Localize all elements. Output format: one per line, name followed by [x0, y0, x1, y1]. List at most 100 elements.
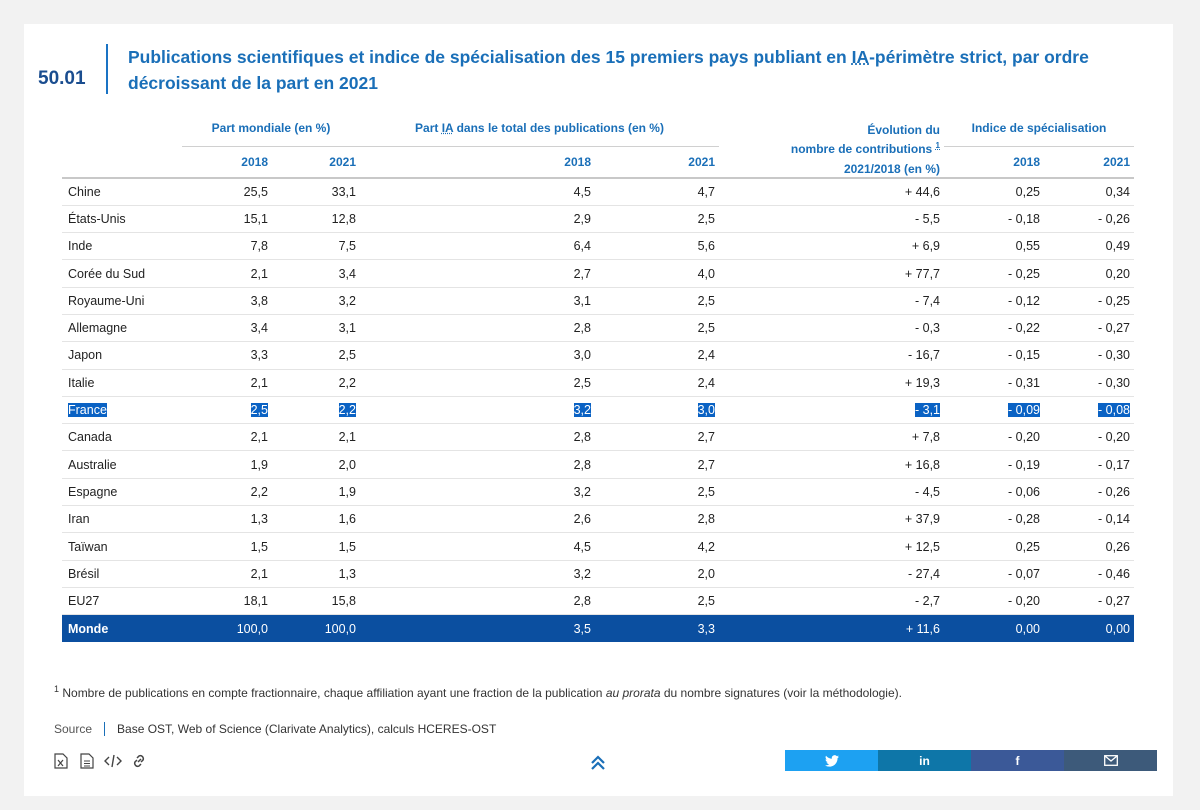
indice-2018: 0,25 [944, 532, 1044, 561]
table-row: Chine 25,5 33,1 4,5 4,7 + 44,6 0,25 0,34 [62, 178, 1134, 206]
part-ia-2021: 4,7 [595, 178, 719, 206]
header-evolution-line3: 2021/2018 (en %) [843, 162, 940, 176]
footnote: 1 Nombre de publications en compte fract… [54, 684, 902, 700]
header-year: 2018 [360, 146, 595, 179]
part-ia-2021: 2,0 [595, 560, 719, 588]
indice-2018: - 0,20 [944, 587, 1044, 616]
table-row: Iran 1,3 1,6 2,6 2,8 + 37,9- 0,28- 0,14 [62, 505, 1134, 534]
evolution-cell: - 3,1 [719, 396, 944, 425]
indice-2021: - 0,20 [1044, 423, 1134, 452]
part-ia-2021: 3,3 [595, 614, 719, 643]
figure-separator [106, 44, 108, 94]
part-mondiale-2021: 2,2 [272, 396, 360, 425]
indice-2021: - 0,25 [1044, 287, 1134, 315]
header-country [62, 146, 182, 179]
evolution-cell: + 11,6 [719, 614, 944, 643]
table-row: Allemagne 3,4 3,1 2,8 2,5- 0,3- 0,22- 0,27 [62, 314, 1134, 343]
evolution-cell: - 2,7 [719, 587, 944, 616]
part-mondiale-2021: 3,1 [272, 314, 360, 343]
scroll-top-icon[interactable] [587, 752, 609, 774]
country-cell: Italie [62, 369, 182, 397]
footnote-text-end: du nombre signatures (voir la méthodolog… [660, 686, 902, 700]
indice-2018: 0,55 [944, 232, 1044, 261]
part-ia-2018: 3,1 [360, 287, 595, 315]
part-ia-2018: 3,2 [360, 478, 595, 507]
indice-2018: - 0,28 [944, 505, 1044, 534]
part-ia-2021: 2,5 [595, 287, 719, 315]
country-cell: France [62, 396, 182, 425]
indice-2021: 0,34 [1044, 178, 1134, 206]
part-ia-2021: 4,0 [595, 259, 719, 288]
linkedin-icon[interactable]: in [878, 750, 971, 771]
part-mondiale-2018: 25,5 [182, 178, 272, 206]
document-icon[interactable] [78, 752, 96, 770]
part-mondiale-2018: 3,4 [182, 314, 272, 343]
evolution-cell: - 4,5 [719, 478, 944, 507]
excel-icon[interactable] [52, 752, 70, 770]
part-ia-2018: 4,5 [360, 178, 595, 206]
table-row-world: Monde 100,0 100,0 3,5 3,3 + 11,6 0,00 0,00 [62, 614, 1134, 643]
table-row: Royaume-Uni 3,8 3,2 3,1 2,5- 7,4- 0,12- 0,25 [62, 287, 1134, 315]
indice-2018: 0,25 [944, 178, 1044, 206]
part-mondiale-2021: 2,5 [272, 341, 360, 370]
part-mondiale-2021: 33,1 [272, 178, 360, 206]
indice-2018: 0,00 [944, 614, 1044, 643]
part-ia-2018: 2,8 [360, 423, 595, 452]
indice-2021: - 0,08 [1044, 396, 1134, 425]
evolution-cell: + 6,9 [719, 232, 944, 261]
indice-2021: - 0,46 [1044, 560, 1134, 588]
part-ia-2021: 2,5 [595, 205, 719, 234]
facebook-icon[interactable]: f [971, 750, 1064, 771]
indice-2018: - 0,22 [944, 314, 1044, 343]
code-icon[interactable] [104, 752, 122, 770]
part-mondiale-2021: 12,8 [272, 205, 360, 234]
header-year: 2018 [182, 146, 272, 179]
footnote-ref[interactable]: 1 [935, 141, 940, 150]
part-ia-2021: 2,5 [595, 478, 719, 507]
table-row: Australie 1,9 2,0 2,8 2,7 + 16,8- 0,19- 0,17 [62, 450, 1134, 479]
part-ia-2018: 3,2 [360, 560, 595, 588]
part-ia-2021: 2,5 [595, 314, 719, 343]
indice-2021: - 0,17 [1044, 450, 1134, 479]
email-icon[interactable] [1064, 750, 1157, 771]
part-mondiale-2018: 2,5 [182, 396, 272, 425]
header-evolution: Évolution du nombre de contributions 1 2… [719, 121, 944, 179]
indice-2021: 0,20 [1044, 259, 1134, 288]
table-row: Corée du Sud 2,1 3,4 2,7 4,0 + 77,7- 0,25 0,20 [62, 259, 1134, 288]
evolution-cell: - 5,5 [719, 205, 944, 234]
part-ia-2021: 5,6 [595, 232, 719, 261]
evolution-cell: + 77,7 [719, 259, 944, 288]
indice-2018: - 0,07 [944, 560, 1044, 588]
indice-2018: - 0,15 [944, 341, 1044, 370]
part-mondiale-2018: 15,1 [182, 205, 272, 234]
link-icon[interactable] [130, 752, 148, 770]
evolution-cell: + 12,5 [719, 532, 944, 561]
country-cell: Australie [62, 450, 182, 479]
part-mondiale-2018: 2,1 [182, 369, 272, 397]
part-ia-2018: 2,6 [360, 505, 595, 534]
header-evolution-line2: nombre de contributions 1 [790, 141, 940, 156]
part-ia-2018: 6,4 [360, 232, 595, 261]
header-part-mondiale: Part mondiale (en %) [182, 121, 360, 147]
title-part1: Publications scientifiques et indice de … [128, 47, 852, 67]
source-line: Source Base OST, Web of Science (Clariva… [54, 722, 496, 736]
part-mondiale-2021: 2,2 [272, 369, 360, 397]
part-mondiale-2021: 3,2 [272, 287, 360, 315]
table-row: Japon 3,3 2,5 3,0 2,4- 16,7- 0,15- 0,30 [62, 341, 1134, 370]
part-mondiale-2021: 1,6 [272, 505, 360, 534]
footnote-text: Nombre de publications en compte fractio… [59, 686, 606, 700]
title-abbr-ia[interactable]: IA [851, 47, 870, 67]
part-ia-2021: 2,5 [595, 587, 719, 616]
abbr-ia[interactable]: IA [441, 121, 454, 135]
evolution-cell: + 7,8 [719, 423, 944, 452]
table-row: France 2,5 2,2 3,2 3,0- 3,1- 0,09- 0,08 [62, 396, 1134, 425]
source-text: Base OST, Web of Science (Clarivate Anal… [117, 722, 497, 736]
evolution-cell: + 19,3 [719, 369, 944, 397]
footnote-italic: au prorata [605, 686, 661, 700]
part-ia-2018: 2,5 [360, 369, 595, 397]
part-ia-2018: 2,7 [360, 259, 595, 288]
table-row: Espagne 2,2 1,9 3,2 2,5- 4,5- 0,06- 0,26 [62, 478, 1134, 507]
table-row: Brésil 2,1 1,3 3,2 2,0- 27,4- 0,07- 0,46 [62, 560, 1134, 588]
twitter-icon[interactable] [785, 750, 878, 771]
indice-2021: - 0,14 [1044, 505, 1134, 534]
